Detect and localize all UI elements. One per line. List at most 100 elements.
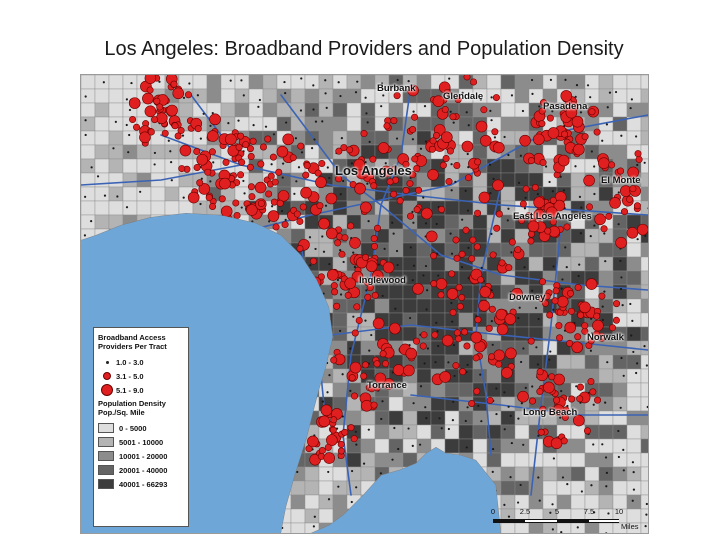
provider-dot-large bbox=[179, 144, 192, 157]
provider-dot-medium bbox=[453, 254, 461, 262]
census-tract bbox=[360, 340, 376, 356]
census-tract bbox=[234, 186, 250, 202]
census-tract bbox=[584, 256, 600, 272]
census-tract bbox=[598, 396, 614, 412]
census-tract bbox=[150, 200, 166, 216]
provider-dot-small bbox=[621, 304, 624, 307]
provider-dot-medium bbox=[629, 185, 637, 193]
provider-dot-medium bbox=[546, 311, 554, 319]
provider-dot-large bbox=[421, 207, 433, 220]
provider-dot-small bbox=[412, 110, 415, 113]
census-tract bbox=[640, 312, 648, 328]
density-swatch bbox=[98, 451, 114, 461]
city-label-long-beach: Long Beach bbox=[523, 407, 578, 418]
provider-dot-medium bbox=[538, 107, 546, 115]
provider-dot-small bbox=[354, 91, 358, 94]
scale-tick-label: 5 bbox=[554, 507, 560, 516]
census-tract bbox=[136, 144, 152, 160]
provider-dot-small bbox=[328, 374, 331, 377]
provider-dot-small bbox=[631, 461, 635, 464]
provider-dot-large bbox=[377, 142, 390, 154]
provider-dot-small bbox=[592, 443, 595, 446]
provider-dot-medium bbox=[316, 202, 324, 210]
census-tract bbox=[458, 200, 474, 216]
provider-dot-medium bbox=[364, 293, 372, 301]
census-tract bbox=[248, 88, 264, 104]
census-tract bbox=[598, 480, 614, 496]
provider-dot-small bbox=[530, 78, 534, 82]
scale-segment bbox=[589, 519, 619, 523]
provider-dot-large bbox=[380, 165, 393, 178]
provider-dot-medium bbox=[561, 413, 569, 421]
provider-dot-small bbox=[312, 84, 315, 87]
provider-dot-small bbox=[593, 192, 596, 196]
provider-dot-large bbox=[425, 230, 438, 243]
provider-dot-small bbox=[321, 120, 324, 123]
provider-dot-small bbox=[562, 189, 566, 192]
provider-dot-medium bbox=[276, 199, 284, 207]
census-tract bbox=[220, 102, 236, 118]
census-tract bbox=[416, 312, 432, 328]
provider-dot-medium bbox=[412, 337, 420, 345]
census-tract bbox=[192, 75, 208, 90]
census-tract bbox=[388, 284, 404, 300]
provider-dot-medium bbox=[633, 202, 641, 210]
provider-dot-medium bbox=[566, 289, 574, 297]
census-tract bbox=[346, 102, 362, 118]
provider-dot-medium bbox=[473, 387, 481, 395]
census-tract bbox=[81, 186, 96, 202]
provider-dot-small bbox=[158, 80, 161, 83]
provider-dot-small bbox=[188, 82, 191, 85]
census-tract bbox=[360, 424, 376, 440]
provider-dot-medium bbox=[353, 303, 361, 311]
provider-dot-large bbox=[254, 181, 267, 194]
provider-dot-small bbox=[590, 484, 593, 487]
provider-dot-medium bbox=[369, 155, 377, 163]
provider-dot-medium bbox=[437, 291, 445, 299]
census-tract bbox=[598, 354, 614, 370]
census-tract bbox=[612, 130, 628, 146]
provider-dot-small bbox=[593, 165, 596, 168]
legend-provider-row: 1.0 - 3.0 bbox=[98, 355, 184, 369]
census-tract bbox=[332, 382, 348, 398]
provider-dot-small bbox=[252, 124, 255, 127]
provider-dot-small bbox=[489, 192, 492, 195]
census-tract bbox=[612, 452, 628, 468]
provider-dot-small bbox=[366, 121, 369, 124]
census-tract bbox=[346, 75, 362, 90]
provider-dot-small bbox=[395, 249, 399, 253]
slide-title: Los Angeles: Broadband Providers and Pop… bbox=[104, 38, 624, 60]
city-label-downey: Downey bbox=[509, 292, 546, 303]
provider-dot-small bbox=[634, 135, 638, 138]
census-tract bbox=[514, 438, 530, 454]
provider-dot-small bbox=[383, 247, 386, 250]
census-tract bbox=[640, 130, 648, 146]
provider-dot-small bbox=[391, 458, 394, 461]
census-tract bbox=[234, 102, 250, 118]
census-tract bbox=[234, 75, 250, 90]
provider-dot-large bbox=[585, 278, 598, 290]
provider-dot-large bbox=[196, 153, 209, 166]
provider-dot-medium bbox=[551, 297, 559, 305]
provider-dot-large bbox=[219, 177, 231, 190]
census-tract bbox=[472, 214, 488, 230]
provider-dot-small bbox=[536, 192, 539, 196]
provider-dot-medium bbox=[267, 172, 275, 180]
provider-dot-small bbox=[422, 196, 425, 199]
provider-dot-small bbox=[551, 528, 554, 531]
provider-dot-small bbox=[565, 266, 568, 269]
census-tract bbox=[542, 480, 558, 496]
census-tract bbox=[556, 466, 572, 482]
provider-dot-small bbox=[490, 96, 493, 99]
provider-dot-medium bbox=[393, 92, 401, 100]
census-tract bbox=[220, 88, 236, 104]
provider-dot-small bbox=[349, 347, 352, 350]
census-tract bbox=[108, 102, 124, 118]
provider-dot-medium bbox=[237, 171, 245, 179]
provider-dot-small bbox=[84, 133, 87, 137]
census-tract bbox=[318, 75, 334, 90]
provider-dot-medium bbox=[491, 128, 499, 136]
census-tract bbox=[276, 88, 292, 104]
provider-dot-medium bbox=[608, 161, 616, 169]
provider-dot-small bbox=[313, 138, 316, 141]
